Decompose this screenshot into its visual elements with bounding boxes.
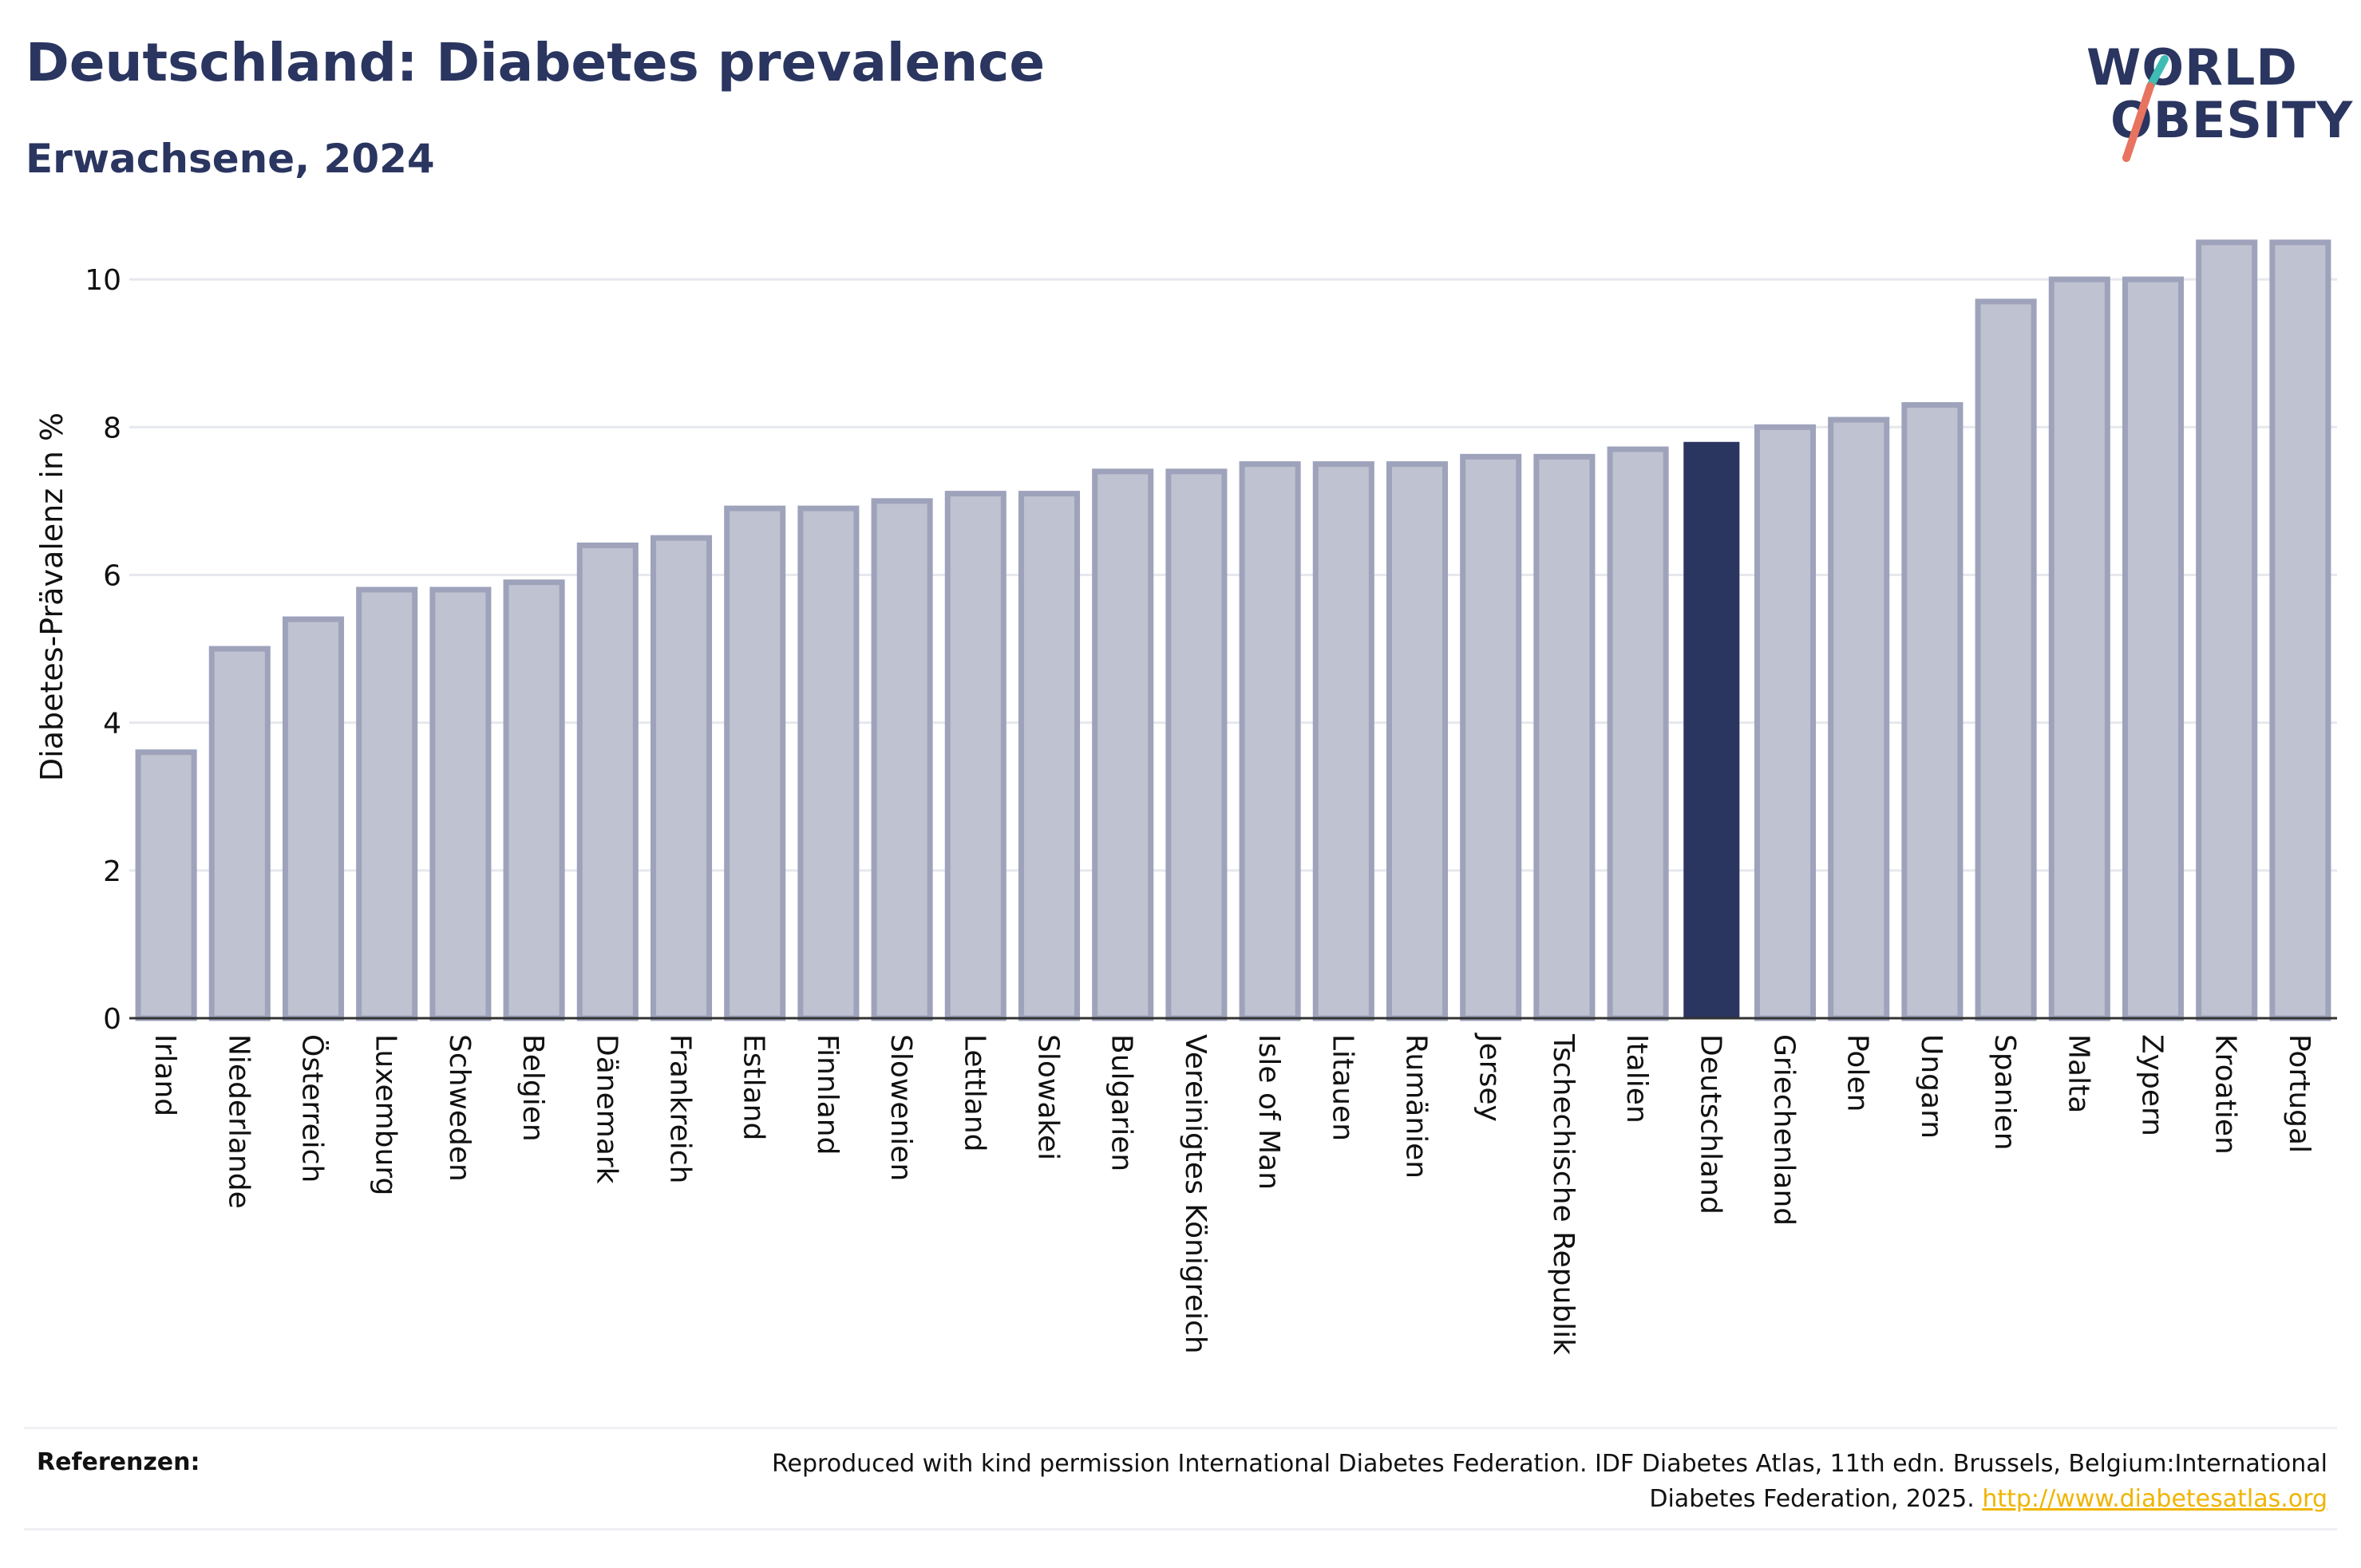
y-tick-label: 0 (103, 1003, 121, 1036)
references-citation: Reproduced with kind permission Internat… (772, 1450, 2327, 1513)
x-tick-label: Griechenland (1768, 1034, 1801, 1226)
bar (1239, 461, 1301, 1021)
bar (1165, 468, 1228, 1021)
x-tick-label: Polen (1841, 1034, 1874, 1112)
x-tick-label: Bulgarien (1105, 1034, 1138, 1171)
bar (2122, 276, 2185, 1021)
x-tick-label: Portugal (2283, 1034, 2316, 1153)
bar (1975, 298, 2037, 1021)
x-tick-label: Malta (2062, 1034, 2094, 1113)
bar (1533, 453, 1596, 1021)
bar (1092, 468, 1154, 1021)
bar (650, 535, 713, 1021)
x-tick-label: Vereinigtes Königreich (1179, 1034, 1212, 1354)
bar (1607, 446, 1669, 1021)
bar (1460, 453, 1522, 1021)
grid-lines (129, 278, 2337, 872)
x-tick-label: Finnland (811, 1034, 844, 1155)
x-tick-label: Luxemburg (370, 1034, 402, 1195)
bar (1386, 461, 1449, 1021)
bars (135, 239, 2331, 1021)
bar (282, 616, 345, 1021)
logo-slash-icon (2122, 55, 2169, 162)
x-tick-label: Schweden (443, 1034, 476, 1182)
bar (2269, 239, 2331, 1021)
x-tick-label: Österreich (296, 1034, 330, 1183)
y-tick-label: 4 (103, 708, 121, 741)
references-box: Referenzen: Reproduced with kind permiss… (24, 1427, 2337, 1530)
logo-line-2: OBESITY (2110, 91, 2354, 149)
bar-chart: 0 2 4 6 8 10 Irland Niederlande Österreich Luxemb… (34, 239, 2337, 1355)
bar (797, 505, 860, 1021)
bar-highlight (1683, 441, 1740, 1018)
x-tick-label: Spanien (1988, 1034, 2021, 1151)
x-tick-label: Zypern (2136, 1034, 2169, 1136)
bar (1828, 417, 1890, 1021)
x-tick-label: Belgien (516, 1034, 549, 1142)
x-tick-label: Frankreich (664, 1034, 697, 1183)
y-tick-label: 10 (85, 264, 121, 297)
x-tick-label: Tschechische Republik (1547, 1033, 1580, 1355)
bar (944, 491, 1006, 1021)
x-tick-label: Slowakei (1032, 1034, 1065, 1160)
bar (576, 542, 639, 1021)
references-text: Reproduced with kind permission Internat… (691, 1447, 2327, 1517)
x-tick-label: Kroatien (2209, 1034, 2242, 1155)
y-tick-label: 2 (103, 855, 121, 888)
logo-line-1: WORLD (2086, 38, 2298, 97)
page-title: Deutschland: Diabetes prevalence (26, 32, 1046, 93)
bar (2048, 276, 2110, 1021)
bar (208, 646, 271, 1021)
x-tick-label: Irland (148, 1034, 181, 1116)
bar (135, 749, 197, 1021)
x-tick-label: Ungarn (1915, 1034, 1948, 1139)
x-tick-label: Deutschland (1694, 1034, 1726, 1215)
bar (503, 579, 565, 1021)
x-tick-label: Dänemark (590, 1034, 623, 1184)
references-link[interactable]: http://www.diabetesatlas.org (1982, 1485, 2327, 1513)
x-tick-label: Lettland (958, 1034, 991, 1152)
x-tick-label: Litauen (1326, 1034, 1358, 1141)
x-tick-label: Rumänien (1400, 1034, 1433, 1179)
x-tick-label: Niederlande (222, 1034, 255, 1209)
bar (871, 498, 933, 1021)
bar (429, 587, 492, 1021)
x-tick-label: Isle of Man (1252, 1034, 1285, 1190)
x-tick-label: Jersey (1473, 1033, 1506, 1122)
bar (1312, 461, 1374, 1021)
bar (1018, 491, 1081, 1021)
bar (1754, 424, 1817, 1021)
y-axis-label: Diabetes-Prävalenz in % (34, 413, 69, 781)
y-tick-label: 6 (103, 559, 121, 592)
y-tick-label: 8 (103, 412, 121, 444)
page-subtitle: Erwachsene, 2024 (26, 136, 435, 182)
world-obesity-logo: WORLD OBESITY (2075, 32, 2352, 168)
x-tick-label: Italien (1620, 1034, 1653, 1124)
tick-labels: 0 2 4 6 8 10 Irland Niederlande Österreich Luxemb… (85, 264, 2316, 1355)
bar (356, 587, 418, 1021)
bar (2196, 239, 2258, 1021)
bar (724, 505, 786, 1021)
x-tick-label: Slowenien (884, 1034, 917, 1181)
x-tick-label: Estland (738, 1034, 770, 1140)
references-label: Referenzen: (37, 1448, 200, 1476)
bar (1901, 401, 1964, 1021)
